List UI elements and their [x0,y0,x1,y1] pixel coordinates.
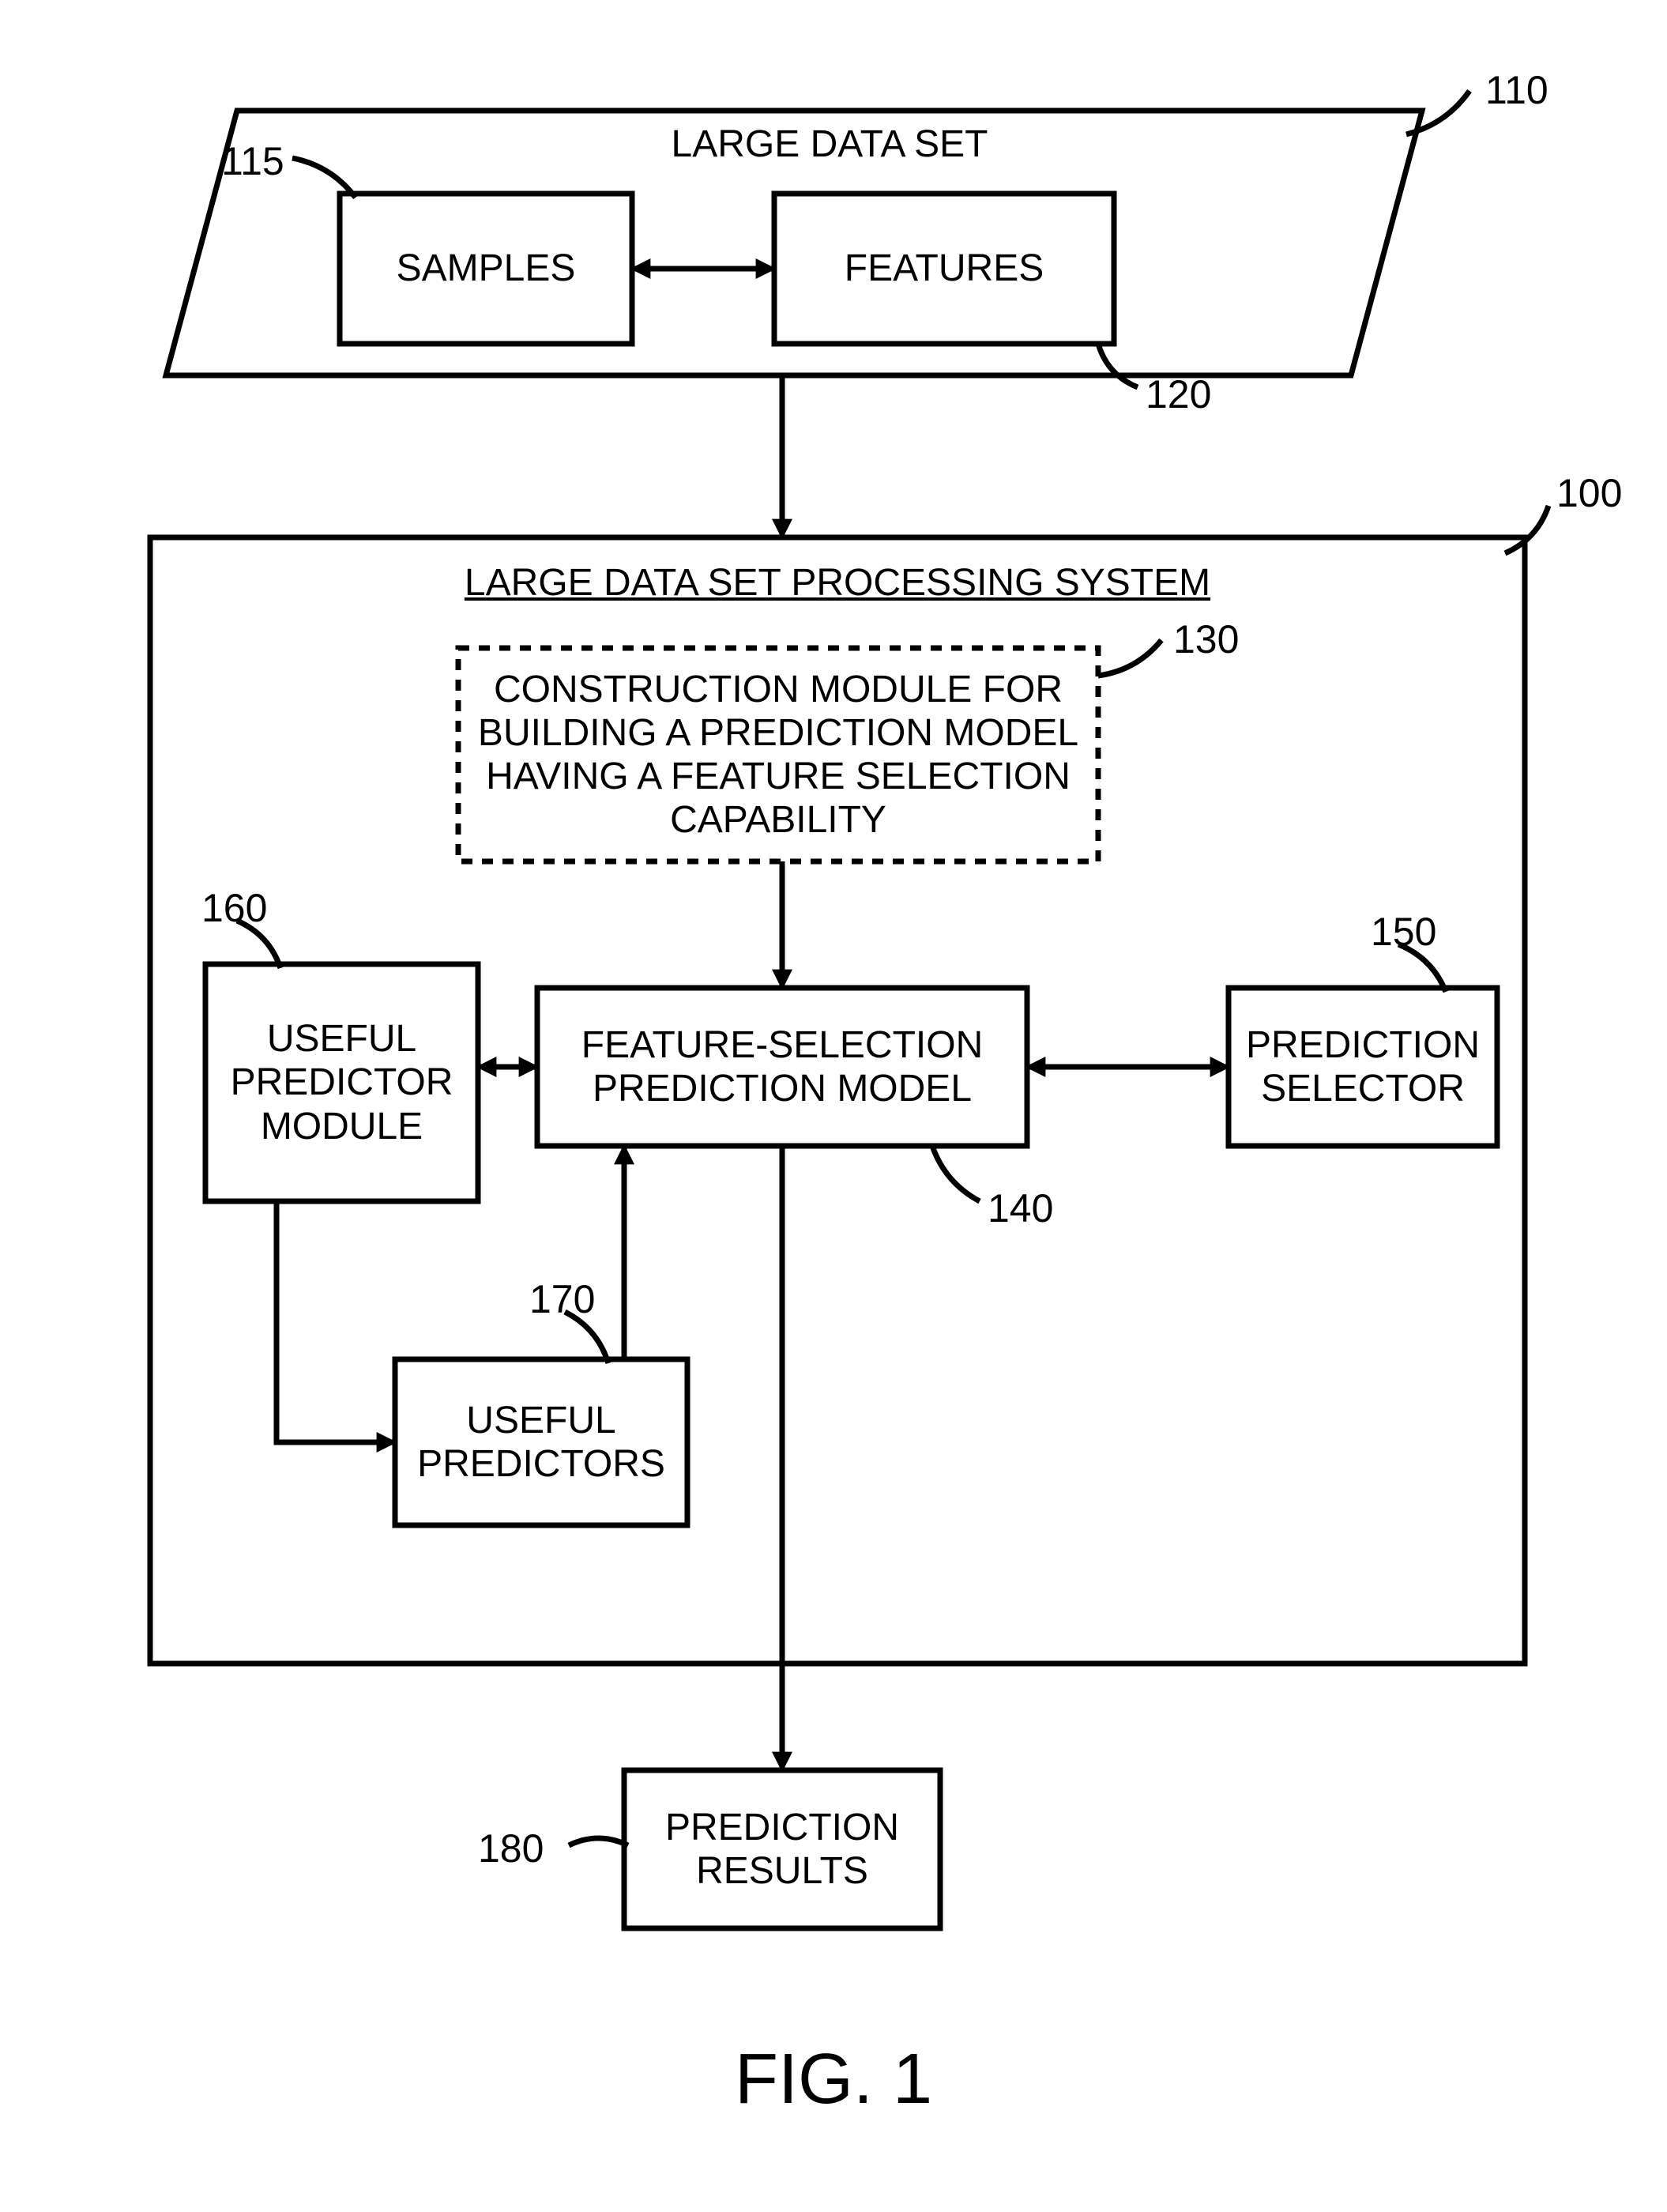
construction-label: CONSTRUCTION MODULE FOR BUILDING A PREDI… [458,648,1098,861]
ref-180: 180 [478,1826,544,1871]
ref-140: 140 [988,1185,1053,1231]
ref-130: 130 [1173,616,1239,662]
ref-110: 110 [1485,67,1548,113]
figure-label: FIG. 1 [0,2039,1667,2120]
ref-115: 115 [221,138,284,184]
fs-model-label: FEATURE-SELECTION PREDICTION MODEL [537,988,1027,1146]
features-label: FEATURES [774,194,1114,344]
top-title: LARGE DATA SET [237,122,1422,166]
ref-150: 150 [1371,909,1436,955]
samples-label: SAMPLES [340,194,632,344]
ref-120: 120 [1146,371,1211,417]
results-label: PREDICTION RESULTS [624,1770,940,1928]
prediction-selector-label: PREDICTION SELECTOR [1229,988,1497,1146]
ref-170: 170 [529,1276,595,1322]
useful-predictors-label: USEFUL PREDICTORS [395,1359,687,1525]
system-title: LARGE DATA SET PROCESSING SYSTEM [150,561,1525,605]
predictor-module-label: USEFUL PREDICTOR MODULE [205,964,478,1201]
ref-160: 160 [201,885,267,931]
ref-100: 100 [1556,470,1622,516]
